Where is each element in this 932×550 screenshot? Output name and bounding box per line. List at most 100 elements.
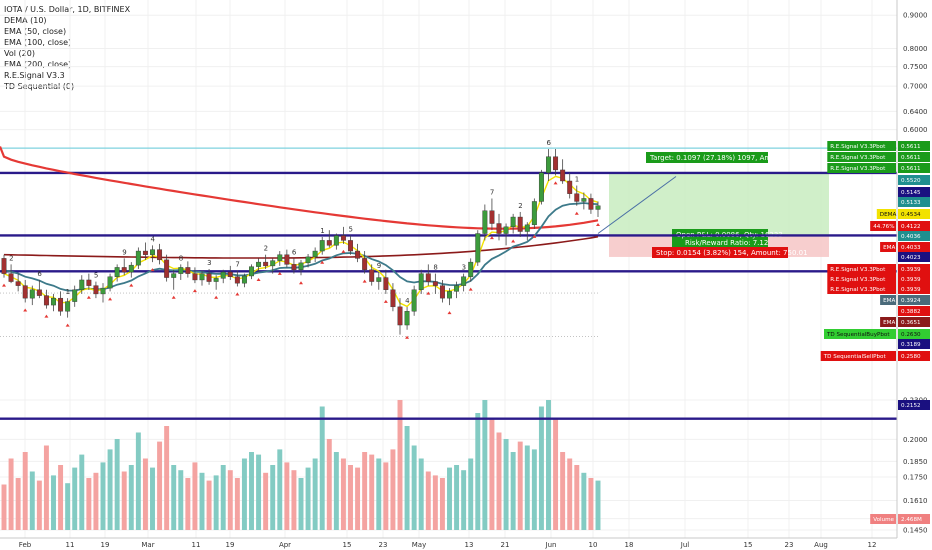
volume-bar bbox=[227, 470, 233, 530]
time-tick-label: May bbox=[412, 541, 426, 549]
candle-body bbox=[376, 277, 382, 282]
volume-bar bbox=[8, 458, 14, 530]
volume-bar bbox=[447, 467, 452, 530]
candle-body bbox=[595, 205, 601, 210]
time-tick-label: Feb bbox=[19, 541, 32, 549]
candle-body bbox=[93, 285, 99, 295]
price-tick-label: 0.1450 bbox=[903, 527, 928, 535]
price-tag-name: TD SequentialBuyPbot bbox=[826, 332, 890, 338]
candle-body bbox=[192, 273, 198, 281]
candle-body bbox=[142, 250, 148, 255]
td-count: 5 bbox=[349, 226, 353, 234]
candle-body bbox=[553, 156, 559, 171]
td-count: 9 bbox=[122, 248, 126, 256]
time-tick-label: Jun bbox=[545, 541, 557, 549]
candle-body bbox=[567, 180, 573, 194]
candle-body bbox=[171, 273, 177, 278]
price-tag-value: 2.468M bbox=[901, 517, 922, 523]
price-tag-value-box bbox=[898, 197, 930, 207]
price-tick-label: 0.1610 bbox=[903, 497, 928, 505]
symbol-title[interactable]: IOTA / U.S. Dollar, 1D, BITFINEX bbox=[4, 5, 131, 14]
price-tag-value-box bbox=[898, 252, 930, 262]
target-label: Target: 0.1097 (27.18%) 1097, Amount: 27… bbox=[649, 154, 821, 162]
candle-body bbox=[439, 285, 445, 299]
candle-body bbox=[249, 266, 254, 277]
time-tick-label: 11 bbox=[66, 541, 75, 549]
price-tag-name: R.E.Signal V3.3Pbot bbox=[830, 155, 886, 161]
legend-resignal[interactable]: R.E.Signal V3.3 bbox=[4, 71, 65, 80]
volume-bar bbox=[574, 465, 580, 530]
time-tick-label: 19 bbox=[101, 541, 110, 549]
time-tick-label: 19 bbox=[226, 541, 235, 549]
price-tick-label: 0.9000 bbox=[903, 12, 928, 20]
price-tag-name-box bbox=[880, 295, 896, 305]
candle-body bbox=[178, 267, 184, 274]
price-tag-name-box bbox=[827, 141, 896, 151]
candle-body bbox=[291, 264, 297, 270]
volume-bar bbox=[192, 462, 198, 530]
legend-ema100[interactable]: EMA (100, close) bbox=[4, 38, 72, 47]
volume-bar bbox=[256, 454, 262, 530]
candle-body bbox=[524, 224, 530, 232]
price-tag-name: R.E.Signal V3.3Pbot bbox=[830, 287, 886, 293]
long-position-tool[interactable]: Target: 0.1097 (27.18%) 1097, Amount: 27… bbox=[597, 152, 829, 258]
price-tag-value-box bbox=[898, 339, 930, 349]
time-axis[interactable]: Feb 11 19 Mar 11 19 Apr 15 23 May 13 21 Jun 10 18 Jul 15… bbox=[0, 537, 897, 549]
volume-bar bbox=[305, 467, 311, 530]
volume-bar bbox=[270, 465, 276, 530]
legend-ema200[interactable]: EMA (200, close) bbox=[4, 60, 72, 69]
signal-triangle bbox=[320, 260, 325, 264]
price-tag-name: TD SequentialSellPbot bbox=[823, 354, 887, 360]
legend-ema50[interactable]: EMA (50, close) bbox=[4, 27, 67, 36]
candle-body bbox=[432, 281, 438, 286]
ema100-line bbox=[3, 235, 599, 259]
volume-bar bbox=[454, 465, 460, 530]
price-tag-value-box bbox=[898, 514, 930, 524]
price-tag-name-box bbox=[876, 209, 896, 219]
volume-bar bbox=[390, 449, 396, 530]
volume-bar bbox=[489, 419, 495, 530]
volume-bar bbox=[319, 406, 325, 530]
volume-bar bbox=[411, 445, 417, 530]
price-tag-value: 0.3939 bbox=[901, 277, 921, 283]
candle-body bbox=[588, 198, 594, 210]
candle-body bbox=[348, 240, 353, 252]
time-tick-label: 15 bbox=[343, 541, 352, 549]
price-tag-name: EMA bbox=[883, 245, 895, 251]
candle-body bbox=[546, 156, 551, 173]
signal-triangle bbox=[65, 323, 70, 327]
volume-bar bbox=[503, 439, 509, 530]
price-tag-value: 0.4122 bbox=[901, 224, 921, 230]
price-tag-name: R.E.Signal V3.3Pbot bbox=[830, 144, 886, 150]
price-tag-value-box bbox=[898, 163, 930, 173]
price-tick-label: 0.7000 bbox=[903, 83, 928, 91]
price-tag-name: EMA bbox=[883, 320, 895, 326]
signal-triangle bbox=[23, 308, 28, 312]
price-tag-name-box bbox=[827, 163, 896, 173]
horizontal-lines[interactable] bbox=[0, 147, 897, 420]
candle-body bbox=[496, 223, 502, 234]
time-tick-label: 23 bbox=[379, 541, 388, 549]
price-tag-value: 0.3882 bbox=[901, 309, 921, 315]
candle-body bbox=[36, 289, 42, 296]
price-tag-value: 0.3939 bbox=[901, 287, 921, 293]
dema-line bbox=[3, 175, 599, 308]
stop-label: Stop: 0.0154 (3.82%) 154, Amount: 750.01 bbox=[656, 249, 808, 257]
candle-body bbox=[404, 311, 410, 326]
candle-body bbox=[468, 261, 474, 277]
price-tag-name: R.E.Signal V3.3Pbot bbox=[830, 166, 886, 172]
volume-bar bbox=[65, 483, 71, 530]
signal-triangle bbox=[574, 211, 579, 215]
price-tag-value: 0.5133 bbox=[901, 200, 921, 206]
td-count: 7 bbox=[235, 261, 239, 269]
candle-body bbox=[43, 295, 49, 306]
volume-bar bbox=[482, 400, 488, 530]
candle-body bbox=[369, 269, 375, 282]
candle-body bbox=[241, 275, 247, 284]
volume-bar bbox=[157, 441, 163, 530]
volume-bar bbox=[263, 472, 269, 530]
candle-body bbox=[65, 301, 71, 312]
legend-vol[interactable]: Vol (20) bbox=[4, 49, 35, 58]
volume-bar bbox=[376, 458, 382, 530]
